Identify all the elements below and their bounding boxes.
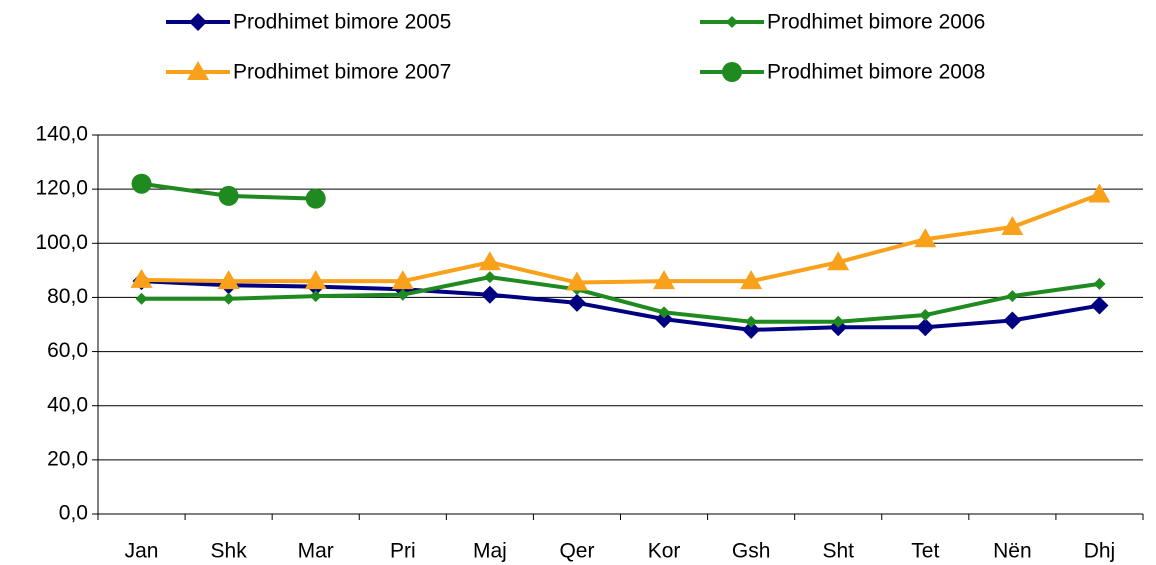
data-point xyxy=(565,271,588,291)
y-tick-label: 60,0 xyxy=(47,339,88,362)
series-line xyxy=(141,275,1100,324)
data-point xyxy=(1088,183,1111,203)
x-tick-label: Nën xyxy=(993,540,1032,563)
x-tick-label: Mar xyxy=(298,540,334,563)
data-point xyxy=(480,285,499,304)
x-tick-label: Jan xyxy=(125,540,159,563)
legend-label: Prodhimet bimore 2006 xyxy=(767,11,985,34)
legend-marker xyxy=(189,13,207,31)
x-tick-label: Tet xyxy=(911,540,939,563)
data-point xyxy=(1003,311,1022,330)
data-point xyxy=(218,185,239,206)
y-tick-label: 80,0 xyxy=(47,285,88,308)
data-point xyxy=(478,251,501,271)
x-tick-label: Dhj xyxy=(1084,540,1116,563)
data-point xyxy=(305,188,326,209)
data-point xyxy=(309,290,322,303)
data-point xyxy=(919,309,932,322)
data-point xyxy=(742,320,761,339)
data-point xyxy=(567,293,586,312)
y-tick-label: 120,0 xyxy=(35,177,88,200)
data-point xyxy=(391,270,414,290)
x-tick-label: Pri xyxy=(390,540,416,563)
data-point xyxy=(396,288,409,301)
series-line xyxy=(141,192,1101,285)
data-point xyxy=(217,270,240,290)
data-point xyxy=(916,318,935,337)
y-tick-label: 0,0 xyxy=(59,502,88,525)
data-point xyxy=(1006,290,1019,303)
x-tick-label: Sht xyxy=(822,540,854,563)
legend-marker xyxy=(187,61,209,80)
data-point xyxy=(827,251,850,271)
data-point xyxy=(745,315,758,328)
y-tick-label: 20,0 xyxy=(47,447,88,470)
data-point xyxy=(1090,296,1109,315)
data-point xyxy=(914,228,937,248)
y-tick-label: 140,0 xyxy=(35,123,88,146)
legend-label: Prodhimet bimore 2005 xyxy=(233,11,451,34)
y-tick-label: 40,0 xyxy=(47,393,88,416)
x-tick-label: Qer xyxy=(559,540,594,563)
data-point xyxy=(1001,216,1024,236)
data-point xyxy=(483,271,496,284)
data-point xyxy=(740,270,763,290)
data-point xyxy=(1093,277,1106,290)
data-point xyxy=(653,270,676,290)
y-tick-label: 100,0 xyxy=(35,231,88,254)
data-point xyxy=(135,292,148,305)
x-tick-label: Maj xyxy=(473,540,507,563)
data-point xyxy=(832,315,845,328)
x-tick-label: Gsh xyxy=(732,540,771,563)
data-point xyxy=(222,292,235,305)
legend-marker xyxy=(722,62,742,82)
legend-label: Prodhimet bimore 2008 xyxy=(767,61,985,84)
x-tick-label: Shk xyxy=(211,540,248,563)
data-point xyxy=(130,268,153,288)
data-point xyxy=(304,270,327,290)
data-point xyxy=(131,173,152,194)
x-tick-label: Kor xyxy=(648,540,681,563)
series-line xyxy=(141,279,1100,332)
data-point xyxy=(658,306,671,319)
legend-marker xyxy=(726,16,738,28)
legend-label: Prodhimet bimore 2007 xyxy=(233,61,451,84)
